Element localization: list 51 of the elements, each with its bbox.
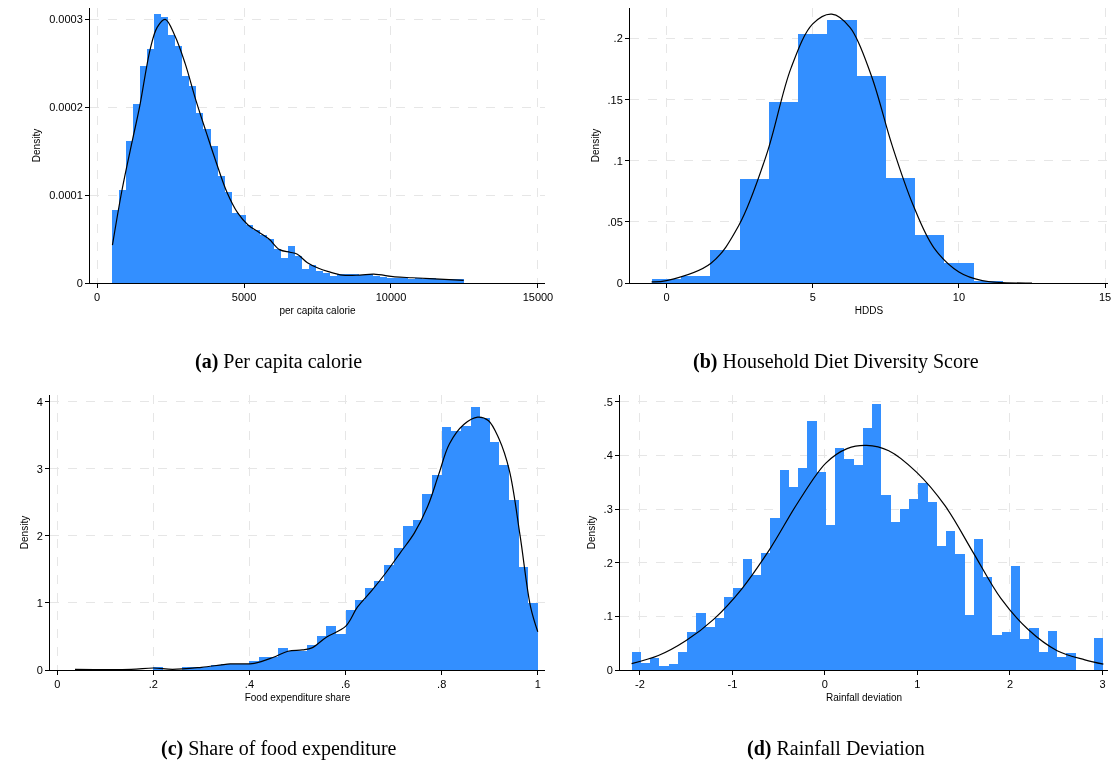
x-tick-label: 0 (663, 291, 670, 304)
x-tick-label: -1 (727, 678, 738, 691)
x-axis-title: Food expenditure share (244, 691, 351, 703)
text: (a) Per capita calorie (195, 350, 363, 373)
x-tick-label: 1 (914, 678, 921, 691)
text: (d) Rainfall Deviation (747, 737, 925, 760)
y-axis-title: Density (31, 128, 43, 163)
y-axis-title: Density (585, 515, 597, 550)
text: (b) Household Diet Diversity Score (693, 350, 979, 373)
y-tick-label: .5 (603, 395, 613, 408)
text: (c) Share of food expenditure (161, 737, 397, 760)
y-tick-label: .1 (603, 610, 613, 623)
x-tick-label: 5 (809, 291, 816, 304)
y-tick-label: 2 (36, 529, 43, 542)
x-tick-label: 1 (534, 678, 541, 691)
x-tick-label: .4 (244, 678, 255, 691)
y-tick-label: 0 (36, 663, 43, 676)
y-tick-label: 0.0001 (49, 188, 83, 201)
x-tick-label: .8 (437, 678, 447, 691)
y-tick-label: 4 (36, 395, 43, 408)
y-tick-label: 0 (76, 276, 83, 289)
x-tick-label: -2 (635, 678, 645, 691)
x-tick-label: 10000 (375, 291, 407, 304)
x-tick-label: .2 (148, 678, 158, 691)
x-tick-label: 15 (1098, 291, 1112, 304)
y-tick-label: .4 (603, 449, 613, 462)
y-tick-label: 3 (36, 462, 43, 475)
x-tick-label: 3 (1099, 678, 1106, 691)
y-tick-label: 0.0003 (49, 13, 83, 26)
x-axis-title: per capita calorie (279, 304, 357, 316)
y-tick-label: 1 (36, 596, 43, 609)
y-axis-title: Density (589, 128, 601, 163)
y-tick-label: 0.0002 (49, 101, 83, 114)
x-tick-label: 15000 (522, 291, 554, 304)
y-tick-label: .2 (613, 32, 623, 45)
x-tick-label: 2 (1006, 678, 1013, 691)
y-tick-label: .3 (603, 503, 613, 516)
x-tick-label: 0 (821, 678, 828, 691)
x-axis-title: HDDS (854, 304, 884, 316)
x-tick-label: 0 (93, 291, 101, 304)
y-tick-label: 0 (606, 663, 613, 676)
x-axis-title: Rainfall deviation (825, 691, 903, 703)
y-tick-label: 0 (616, 276, 623, 289)
y-tick-label: .1 (613, 154, 623, 167)
x-tick-label: 10 (952, 291, 966, 304)
y-tick-label: .2 (603, 556, 613, 569)
y-axis-title: Density (18, 515, 30, 550)
y-tick-label: .05 (607, 215, 623, 228)
x-tick-label: .6 (340, 678, 351, 691)
x-tick-label: 5000 (231, 291, 257, 304)
y-tick-label: .15 (607, 93, 623, 106)
